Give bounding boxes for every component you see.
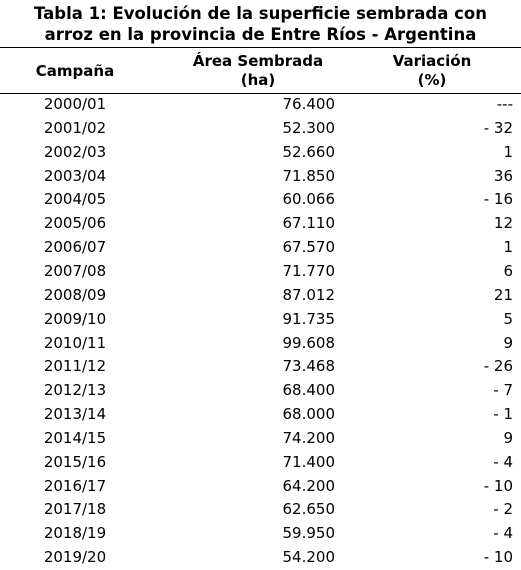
area-cell: 99.608	[282, 333, 336, 352]
area-cell: 71.400	[282, 452, 336, 471]
variation-cell: ---	[496, 95, 513, 113]
campaign-cell: 2016/17	[43, 476, 107, 495]
area-cell: 67.570	[282, 238, 336, 257]
variation-cell: - 16	[483, 190, 513, 209]
area-cell: 62.650	[282, 500, 336, 519]
variation-cell: 9	[503, 333, 513, 352]
variation-cell: - 10	[483, 476, 513, 495]
column-header: Área Sembrada	[192, 52, 324, 70]
variation-cell: 9	[503, 428, 513, 447]
campaign-cell: 2004/05	[43, 190, 107, 209]
area-cell: 73.468	[282, 357, 336, 376]
campaign-cell: 2012/13	[43, 381, 107, 400]
campaign-cell: 2018/19	[43, 524, 107, 543]
title-line: Tabla 1: Evolución de la superficie semb…	[34, 4, 487, 23]
variation-cell: - 4	[493, 524, 513, 543]
area-cell: 54.200	[282, 548, 336, 567]
campaign-cell: 2008/09	[43, 285, 107, 304]
area-cell: 91.735	[282, 309, 336, 328]
column-header: Campaña	[35, 62, 115, 80]
variation-cell: 5	[503, 309, 513, 328]
variation-cell: - 32	[483, 118, 513, 137]
campaign-cell: 2011/12	[43, 357, 107, 376]
campaign-cell: 2014/15	[43, 428, 107, 447]
area-cell: 76.400	[282, 95, 336, 113]
campaign-cell: 2015/16	[43, 452, 107, 471]
area-cell: 71.850	[282, 166, 336, 185]
table-title: Tabla 1: Evolución de la superficie semb…	[0, 3, 521, 45]
variation-cell: 6	[503, 261, 513, 280]
campaign-cell: 2003/04	[43, 166, 107, 185]
area-cell: 60.066	[282, 190, 336, 209]
campaign-cell: 2000/01	[43, 95, 107, 113]
variation-cell: 21	[493, 285, 513, 304]
variation-cell: - 7	[493, 381, 513, 400]
area-cell: 74.200	[282, 428, 336, 447]
area-cell: 68.400	[282, 381, 336, 400]
campaign-cell: 2007/08	[43, 261, 107, 280]
campaign-cell: 2006/07	[43, 238, 107, 257]
variation-cell: - 26	[483, 357, 513, 376]
campaign-cell: 2019/20	[43, 548, 107, 567]
variation-cell: - 2	[493, 500, 513, 519]
campaign-cell: 2017/18	[43, 500, 107, 519]
column-header: (ha)	[240, 71, 276, 89]
campaign-cell: 2005/06	[43, 214, 107, 233]
campaign-cell: 2013/14	[43, 405, 107, 424]
title-line: arroz en la provincia de Entre Ríos - Ar…	[44, 25, 477, 44]
campaign-cell: 2002/03	[43, 142, 107, 161]
column-header: Variación	[392, 52, 472, 70]
variation-cell: 12	[493, 214, 513, 233]
area-cell: 59.950	[282, 524, 336, 543]
campaign-cell: 2009/10	[43, 309, 107, 328]
variation-cell: - 10	[483, 548, 513, 567]
variation-cell: 36	[493, 166, 513, 185]
variation-cell: 1	[503, 142, 513, 161]
column-header: (%)	[417, 71, 447, 89]
area-cell: 52.300	[282, 118, 336, 137]
area-cell: 67.110	[282, 214, 336, 233]
variation-cell: - 4	[493, 452, 513, 471]
area-cell: 68.000	[282, 405, 336, 424]
area-cell: 64.200	[282, 476, 336, 495]
rule	[0, 93, 521, 94]
variation-cell: - 1	[493, 405, 513, 424]
campaign-cell: 2010/11	[43, 333, 107, 352]
variation-cell: 1	[503, 238, 513, 257]
area-cell: 52.660	[282, 142, 336, 161]
campaign-cell: 2001/02	[43, 118, 107, 137]
rule	[0, 47, 521, 48]
area-cell: 71.770	[282, 261, 336, 280]
area-cell: 87.012	[282, 285, 336, 304]
